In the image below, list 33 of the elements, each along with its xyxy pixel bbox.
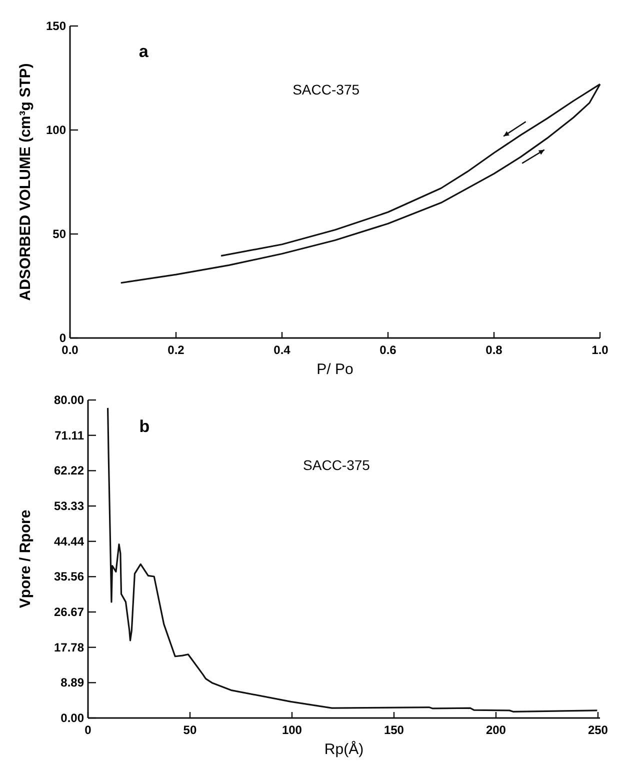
y-axis-title: Vpore / Rpore	[17, 510, 34, 608]
y-tick-label: 35.56	[54, 570, 84, 584]
y-tick-label: 26.67	[54, 604, 84, 619]
annotation: SACC-375	[292, 82, 360, 98]
x-tick-label: 150	[384, 723, 404, 737]
x-tick-label: 0.2	[168, 343, 185, 357]
x-axis-title: P/ Po	[316, 361, 354, 378]
x-tick-label: 0.4	[274, 343, 291, 357]
annotation: SACC-375	[303, 456, 370, 473]
annotation: a	[138, 42, 149, 62]
x-tick-label: 0.6	[380, 343, 397, 357]
x-tick-label: 0.8	[486, 343, 503, 357]
x-tick-label: 100	[282, 723, 302, 737]
y-axis-title: ADSORBED VOLUME (cm³g STP)	[17, 63, 34, 301]
x-tick-label: 50	[183, 723, 197, 737]
x-axis-title: Rp(Å)	[324, 740, 364, 758]
y-tick-label: 100	[46, 123, 66, 137]
annotation: b	[139, 416, 150, 436]
y-tick-label: 17.78	[54, 640, 84, 654]
y-tick-label: 80.00	[54, 393, 84, 407]
y-tick-label: 8.89	[60, 676, 84, 690]
y-tick-label: 53.33	[54, 499, 84, 514]
x-tick-label: 0.0	[62, 343, 79, 357]
y-tick-label: 62.22	[54, 464, 84, 478]
x-tick-label: 250	[588, 723, 608, 737]
x-tick-label: 1.0	[592, 343, 609, 357]
y-tick-label: 0	[59, 331, 66, 345]
y-tick-label: 71.11	[54, 428, 84, 442]
y-tick-label: 0.00	[60, 711, 84, 725]
x-tick-label: 200	[486, 723, 506, 737]
y-tick-label: 44.44	[54, 534, 84, 548]
y-tick-label: 50	[52, 227, 66, 241]
y-tick-label: 150	[46, 19, 66, 33]
